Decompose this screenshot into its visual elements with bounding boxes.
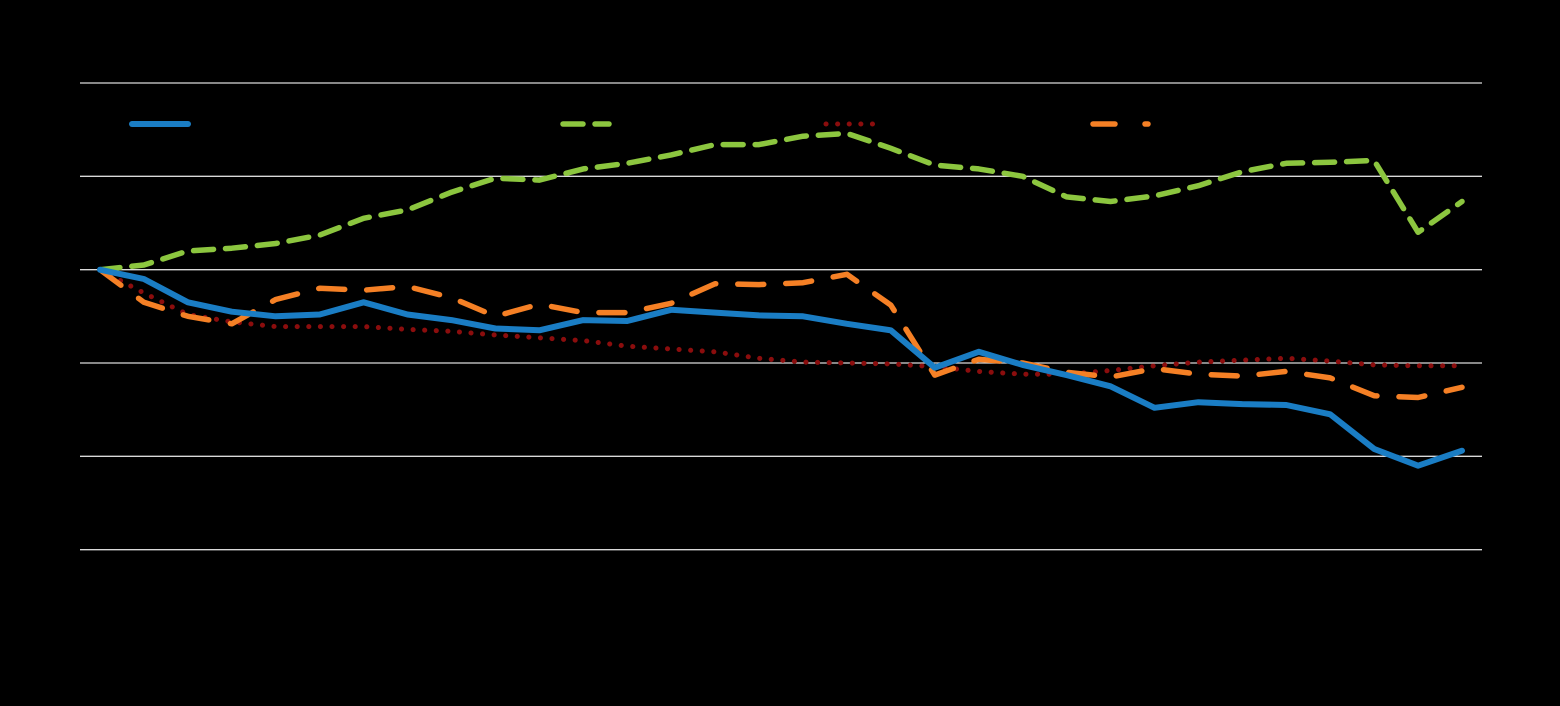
series-line-3 — [97, 267, 1465, 377]
series-line-4 — [97, 266, 1465, 401]
gridlines — [80, 82, 1482, 551]
series-layer — [97, 130, 1465, 469]
series-line-1 — [97, 266, 1465, 469]
series-line-2 — [97, 130, 1465, 273]
